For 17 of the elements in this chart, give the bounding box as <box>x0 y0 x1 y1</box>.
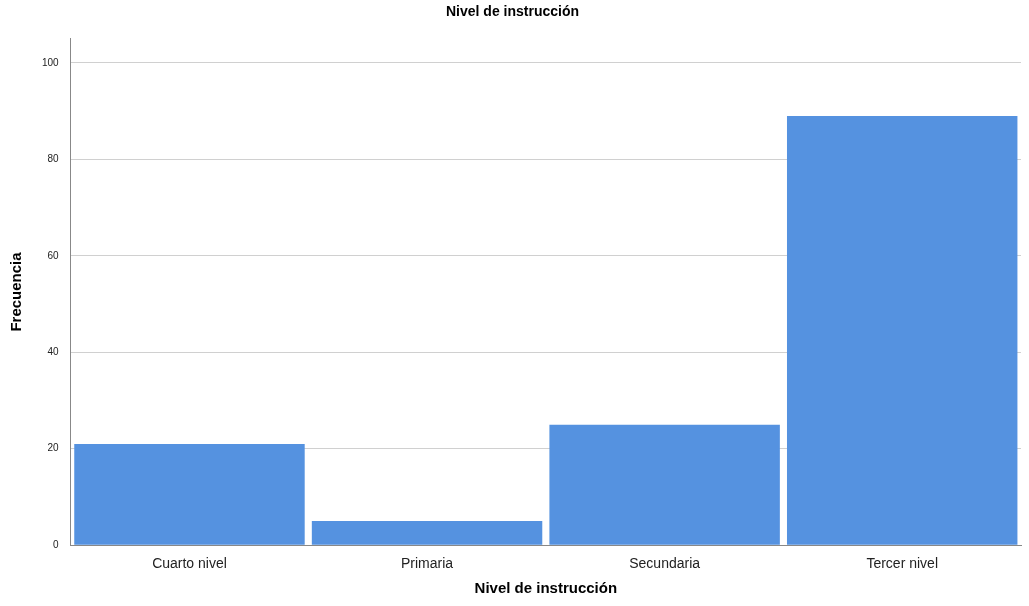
bar <box>311 521 543 545</box>
chart-title: Nivel de instrucción <box>445 3 580 20</box>
y-tick-label: 20 <box>47 442 60 454</box>
y-tick-label: 0 <box>53 538 60 550</box>
x-tick-label: Tercer nivel <box>866 555 939 572</box>
bar <box>549 424 780 545</box>
y-tick-label: 60 <box>47 249 60 261</box>
y-tick-label: 80 <box>47 153 60 165</box>
x-tick-label: Primaria <box>400 555 454 572</box>
bar <box>786 115 1018 545</box>
y-tick-label: 100 <box>42 56 60 68</box>
y-axis-title: Frecuencia <box>7 251 25 332</box>
y-tick-label: 40 <box>47 346 60 358</box>
x-axis-title: Nivel de instrucción <box>474 579 618 597</box>
x-tick-label: Cuarto nivel <box>152 555 227 572</box>
bar <box>74 443 305 545</box>
x-tick-label: Secundaria <box>629 555 701 572</box>
